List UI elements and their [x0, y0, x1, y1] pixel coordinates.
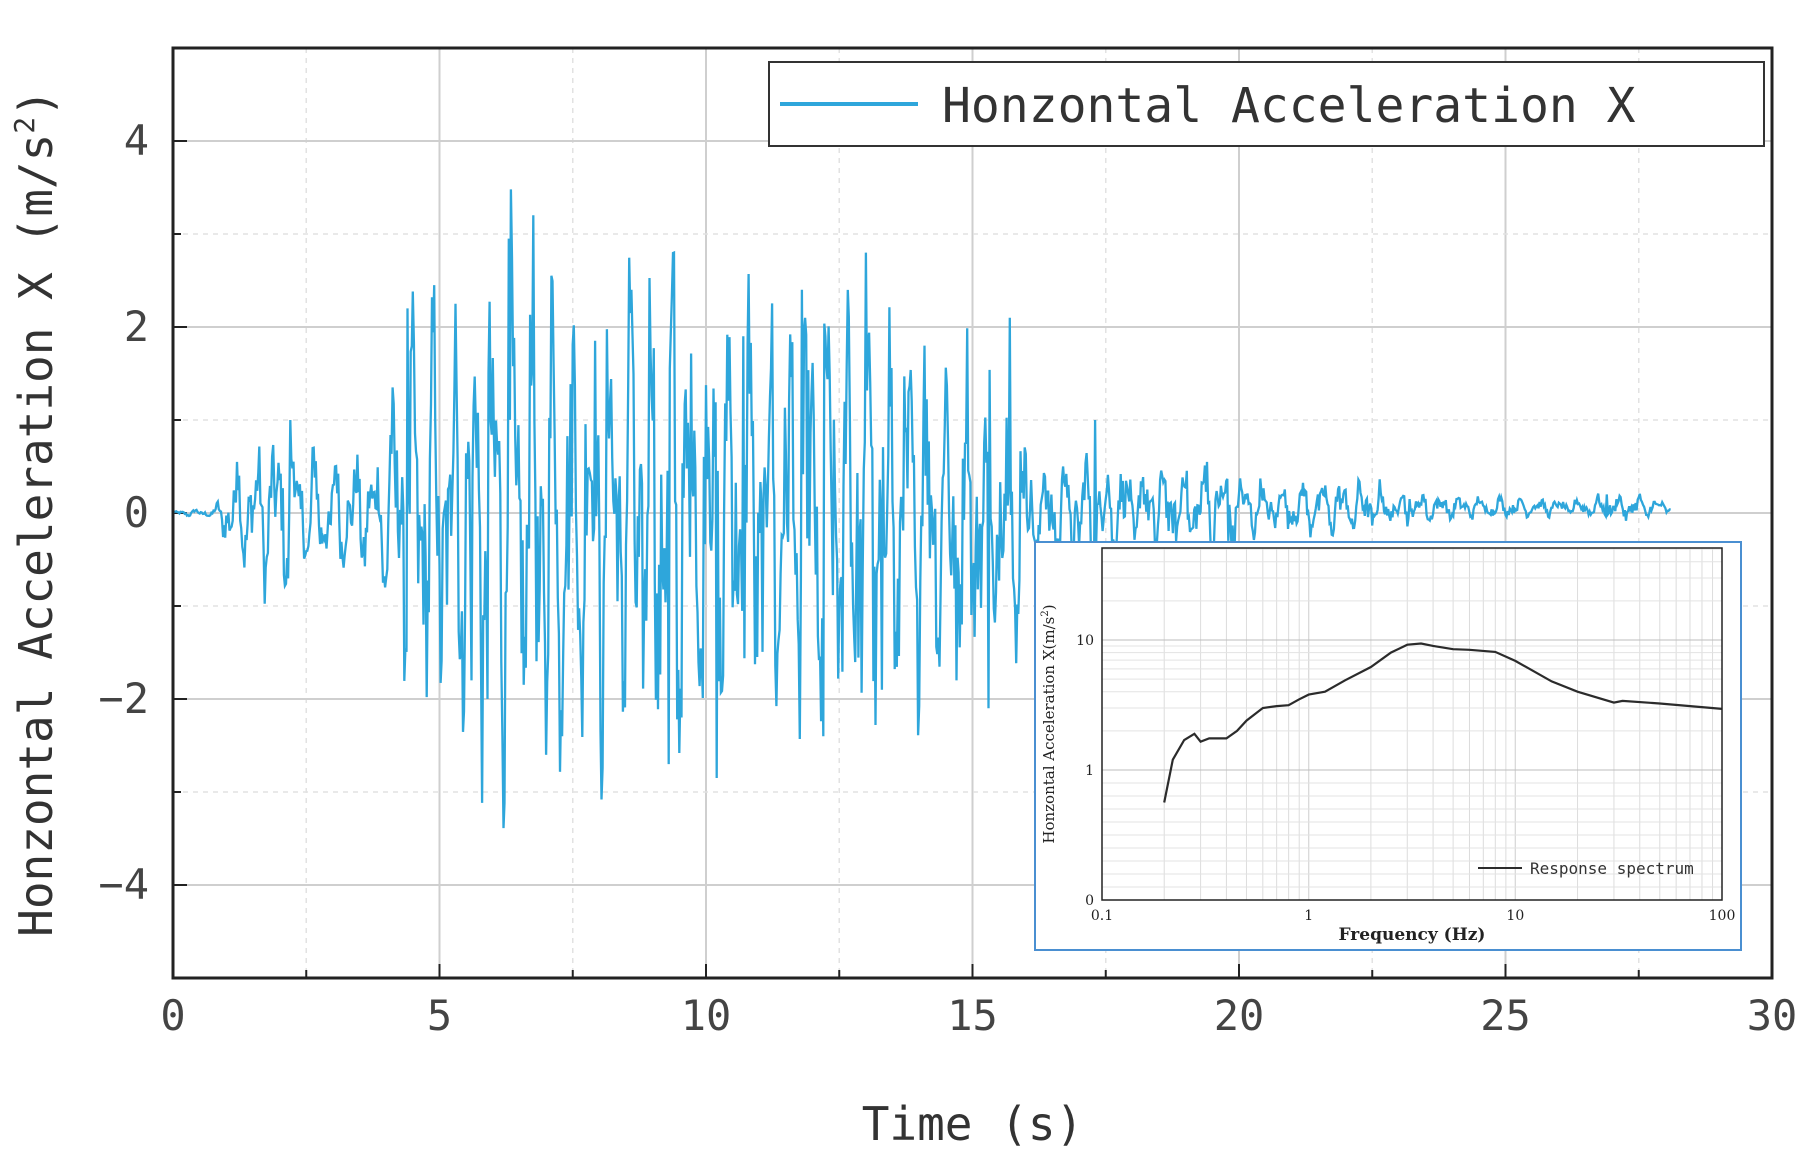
inset-y-axis-title-main: Honzontal Acceleration X(m/s [1040, 617, 1058, 844]
inset-x-tick-label: 0.1 [1091, 908, 1113, 924]
inset-x-axis-title: Frequency (Hz) [1339, 925, 1486, 945]
y-tick-label: −4 [98, 860, 149, 909]
legend-box [768, 61, 1765, 147]
inset-y-axis-title-close: ) [1040, 604, 1058, 610]
inset-x-tick-label: 1 [1304, 908, 1313, 924]
response-spectrum-inset: 0.1 1 10 100 0 1 10 Frequency (Hz) Honzontal A… [1034, 541, 1742, 951]
x-tick-label: 15 [947, 991, 998, 1040]
inset-y-axis-title-sup: 2 [1040, 610, 1051, 616]
y-axis-title-main: Honzontal Acceleration X (m/s [9, 134, 63, 937]
y-axis-title: Honzontal Acceleration X (m/s2) [8, 89, 63, 937]
y-tick-label: 0 [124, 488, 149, 537]
y-tick-label: 2 [124, 302, 149, 351]
x-tick-label: 25 [1480, 991, 1531, 1040]
inset-legend-label: Response spectrum [1530, 859, 1694, 878]
main-legend: Honzontal Acceleration X [768, 61, 1765, 147]
x-tick-label: 20 [1214, 991, 1265, 1040]
series-line-response-spectrum [1163, 642, 1723, 803]
y-axis-title-sup: 2 [8, 117, 41, 134]
inset-y-tick-label: 0 [1085, 893, 1094, 909]
inset-y-axis-title: Honzontal Acceleration X(m/s2) [1040, 604, 1058, 843]
y-tick-label: −2 [98, 674, 149, 723]
inset-border [1034, 541, 1742, 951]
plot-frame [171, 46, 1774, 980]
legend-label: Honzontal Acceleration X [942, 78, 1636, 134]
inset-y-tick-label: 1 [1085, 763, 1094, 779]
x-tick-label: 5 [427, 991, 452, 1040]
inset-x-tick-label: 10 [1506, 908, 1524, 924]
y-axis-title-close: ) [9, 89, 63, 117]
inset-grid [1102, 548, 1722, 900]
inset-plot-frame [1101, 547, 1723, 901]
x-axis-title: Time (s) [862, 1097, 1084, 1151]
inset-ticks: 0.1 1 10 100 0 1 10 [1076, 633, 1735, 924]
x-tick-label: 10 [681, 991, 732, 1040]
x-tick-label: 0 [160, 991, 185, 1040]
y-tick-label: 4 [124, 116, 149, 165]
inset-x-tick-label: 100 [1709, 908, 1736, 924]
series-line-acceleration [172, 189, 1671, 829]
x-tick-label: 30 [1747, 991, 1798, 1040]
inset-y-tick-label: 10 [1076, 633, 1094, 649]
